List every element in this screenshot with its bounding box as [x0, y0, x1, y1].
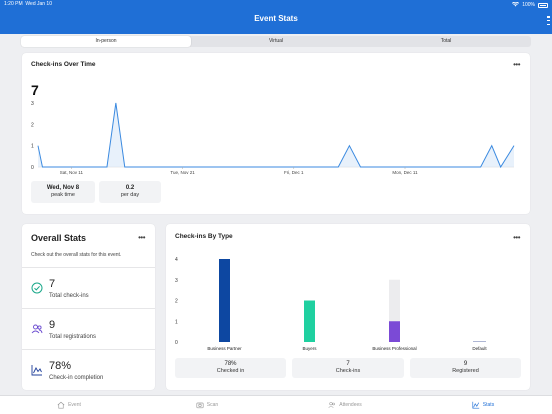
- stat-row-checkin-completion: 78% Check-in completion: [22, 349, 155, 390]
- x-category-label: Default: [472, 346, 487, 351]
- tab-scan[interactable]: Scan: [138, 396, 276, 414]
- y-tick-label: 0: [175, 340, 178, 346]
- status-date: Wed Jan 10: [25, 1, 52, 7]
- checkins-over-time-card: Check-ins Over Time ••• 7 0 1 2 3 Sat, Nov 1…: [22, 53, 530, 214]
- bar-background: [389, 279, 400, 342]
- tab-label: Scan: [206, 402, 219, 408]
- bar: [473, 341, 486, 342]
- wifi-icon: [512, 1, 520, 9]
- segment-in-person[interactable]: In-person: [21, 36, 191, 47]
- camera-icon: [196, 402, 204, 409]
- bar: [389, 321, 400, 342]
- per-day-stat: 0.2 per day: [99, 181, 161, 203]
- tab-event[interactable]: Event: [0, 396, 138, 414]
- stat-value: 9: [49, 319, 56, 331]
- y-tick-label: 1: [175, 319, 178, 325]
- x-tick-label: Fri, Dec 1: [284, 170, 304, 175]
- peak-time-label: peak time: [51, 192, 75, 198]
- x-tick-label: Mon, Dec 11: [392, 170, 418, 175]
- checkins-stat: 7 Check-ins: [292, 358, 404, 378]
- stat-row-total-checkins: 7 Total check-ins: [22, 267, 155, 308]
- check-circle-icon: [31, 282, 43, 294]
- tab-attendees[interactable]: Attendees: [276, 396, 414, 414]
- event-type-segmented-control: In-person Virtual Total: [21, 36, 531, 47]
- overall-stats-title: Overall Stats: [31, 233, 87, 243]
- stat-label: Total registrations: [49, 334, 97, 340]
- stat-label: Total check-ins: [49, 293, 89, 299]
- more-options-icon[interactable]: •••: [138, 233, 145, 242]
- status-bar: 1:20 PM Wed Jan 10 100%: [4, 1, 548, 9]
- segment-virtual[interactable]: Virtual: [268, 38, 284, 44]
- segment-total[interactable]: Total: [440, 38, 452, 44]
- checkins-by-type-bar-chart: 0 1 2 3 4 Business Partner Buyers Business Prof…: [175, 257, 487, 351]
- x-category-label: Business Partner: [207, 346, 242, 351]
- checked-in-value: 78%: [224, 361, 237, 367]
- stat-value: 7: [49, 278, 56, 290]
- peak-time-stat: Wed, Nov 8 peak time: [31, 181, 95, 203]
- tab-stats[interactable]: Stats: [414, 396, 552, 414]
- checkins-by-type-card: Check-ins By Type ••• 0 1 2 3 4 Business Part…: [166, 224, 530, 390]
- checked-in-label: Checked in: [216, 368, 245, 374]
- y-tick-label: 0: [31, 165, 34, 171]
- card-title: Check-ins Over Time: [31, 61, 96, 68]
- bottom-tab-bar: Event Scan Attendees Stats: [0, 395, 552, 414]
- x-category-label: Business Professional: [372, 346, 416, 351]
- stat-label: Check-in completion: [49, 375, 104, 381]
- bar: [219, 259, 230, 342]
- line-chart-icon: [472, 401, 479, 409]
- people-icon: [31, 324, 43, 334]
- people-icon: [328, 402, 336, 408]
- per-day-value: 0.2: [125, 185, 135, 191]
- home-icon: [57, 401, 65, 409]
- registered-value: 9: [463, 361, 468, 367]
- overall-stats-card: Overall Stats ••• Check out the overall …: [22, 224, 155, 390]
- line-chart-icon: [31, 365, 42, 376]
- checkins-line-chart: 0 1 2 3 Sat, Nov 11 Tue, Nov 21 Fri, Dec 1 Mon,…: [31, 101, 515, 175]
- x-category-label: Buyers: [302, 346, 317, 351]
- y-tick-label: 3: [31, 101, 34, 107]
- series-line: [37, 102, 515, 169]
- card-title: Check-ins By Type: [175, 233, 233, 240]
- y-tick-label: 2: [175, 299, 178, 305]
- menu-icon[interactable]: [547, 16, 550, 25]
- checked-in-stat: 78% Checked in: [175, 358, 286, 378]
- peak-time-value: Wed, Nov 8: [46, 185, 80, 191]
- checkins-label: Check-ins: [335, 368, 361, 374]
- bar: [304, 300, 315, 342]
- status-time: 1:20 PM: [4, 1, 23, 7]
- tab-label: Stats: [482, 402, 495, 408]
- x-tick-label: Sat, Nov 11: [60, 170, 84, 175]
- stat-row-total-registrations: 9 Total registrations: [22, 308, 155, 349]
- battery-percent: 100%: [522, 2, 535, 8]
- tab-label: Event: [68, 402, 81, 408]
- more-options-icon[interactable]: •••: [513, 233, 520, 242]
- registered-label: Registered: [452, 368, 479, 374]
- per-day-label: per day: [120, 192, 140, 198]
- tab-label: Attendees: [339, 402, 362, 408]
- y-tick-label: 3: [175, 278, 178, 284]
- battery-icon: [538, 2, 548, 8]
- app-header: 1:20 PM Wed Jan 10 100% Event Stats: [0, 0, 552, 34]
- y-tick-label: 4: [175, 257, 178, 263]
- total-checkins: 7: [31, 82, 39, 98]
- overall-stats-description: Check out the overall stats for this eve…: [31, 252, 122, 258]
- checkins-value: 7: [346, 361, 350, 367]
- registered-stat: 9 Registered: [410, 358, 521, 378]
- page-title: Event Stats: [254, 14, 298, 23]
- stat-value: 78%: [49, 360, 72, 372]
- more-options-icon[interactable]: •••: [513, 60, 520, 69]
- series-area: [38, 103, 514, 167]
- y-tick-label: 2: [31, 122, 34, 128]
- y-tick-label: 1: [31, 144, 34, 150]
- x-tick-label: Tue, Nov 21: [170, 170, 195, 175]
